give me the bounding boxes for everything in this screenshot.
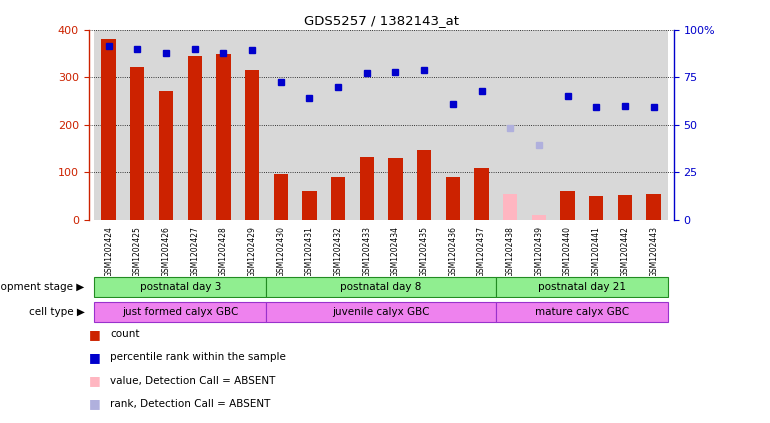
Bar (188, 56, 202, 220)
Bar (94, 302, 266, 322)
Text: value, Detection Call = ABSENT: value, Detection Call = ABSENT (110, 376, 276, 386)
Bar (496, 30, 524, 220)
Bar (381, 30, 410, 220)
Bar (180, 30, 209, 220)
Text: juvenile calyx GBC: juvenile calyx GBC (333, 308, 430, 317)
Title: GDS5257 / 1382143_at: GDS5257 / 1382143_at (303, 14, 459, 27)
Bar (130, 67, 145, 220)
Text: rank, Detection Call = ABSENT: rank, Detection Call = ABSENT (110, 399, 270, 409)
Bar (388, 158, 403, 220)
Bar (417, 150, 431, 220)
Bar (245, 70, 259, 220)
Bar (266, 277, 496, 297)
Bar (618, 195, 632, 220)
Bar (102, 39, 115, 220)
Bar (532, 215, 546, 220)
Bar (266, 30, 295, 220)
Bar (353, 30, 381, 220)
Bar (123, 30, 152, 220)
Text: ■: ■ (89, 374, 100, 387)
Text: count: count (110, 329, 139, 339)
Bar (496, 302, 668, 322)
Bar (582, 30, 611, 220)
Bar (216, 54, 230, 220)
Bar (474, 168, 489, 220)
Text: postnatal day 8: postnatal day 8 (340, 282, 422, 292)
Bar (561, 192, 574, 220)
Bar (439, 30, 467, 220)
Text: just formed calyx GBC: just formed calyx GBC (122, 308, 239, 317)
Text: ■: ■ (89, 328, 100, 341)
Bar (94, 277, 266, 297)
Bar (524, 30, 554, 220)
Text: development stage ▶: development stage ▶ (0, 282, 85, 292)
Bar (273, 174, 288, 220)
Bar (639, 30, 668, 220)
Bar (554, 30, 582, 220)
Bar (503, 194, 517, 220)
Bar (611, 30, 639, 220)
Bar (589, 196, 604, 220)
Bar (360, 157, 374, 220)
Text: ■: ■ (89, 351, 100, 364)
Bar (152, 30, 180, 220)
Text: postnatal day 3: postnatal day 3 (139, 282, 221, 292)
Bar (159, 91, 173, 220)
Bar (238, 30, 266, 220)
Bar (295, 30, 323, 220)
Bar (410, 30, 439, 220)
Bar (647, 194, 661, 220)
Text: cell type ▶: cell type ▶ (28, 308, 85, 317)
Bar (323, 30, 353, 220)
Text: postnatal day 21: postnatal day 21 (538, 282, 626, 292)
Bar (303, 192, 316, 220)
Bar (331, 177, 345, 220)
Bar (266, 302, 496, 322)
Bar (496, 277, 668, 297)
Bar (467, 30, 496, 220)
Text: ■: ■ (89, 398, 100, 410)
Bar (446, 177, 460, 220)
Bar (209, 30, 238, 220)
Bar (94, 30, 123, 220)
Text: percentile rank within the sample: percentile rank within the sample (110, 352, 286, 363)
Text: mature calyx GBC: mature calyx GBC (535, 308, 629, 317)
